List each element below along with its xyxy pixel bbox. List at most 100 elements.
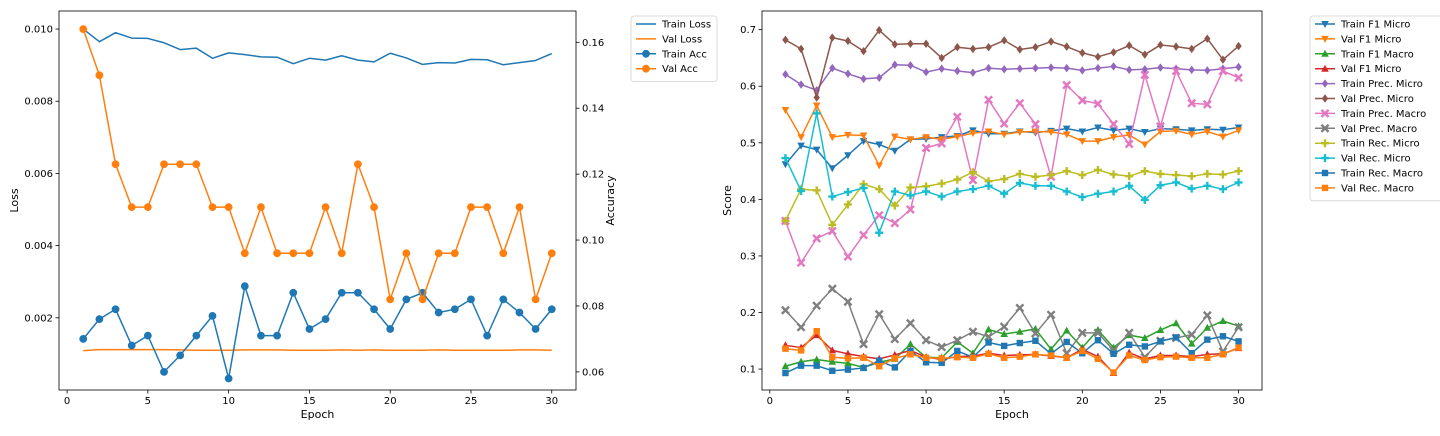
data-point-train-prec-macro-23: [1124, 139, 1134, 149]
data-point-train-f1-macro-27: [1187, 339, 1196, 347]
legend-item-train-rec-macro: Train Rec. Macro: [1315, 169, 1423, 180]
right-chart: 0 5 10 15 20 25 30 Epoch 0.1 0.2 0.3 0.4 0.5 0.6 0.7 Sc…: [721, 10, 1440, 421]
data-point-val-f1-micro-3: [812, 331, 821, 339]
series-line-train-acc: [82, 285, 553, 380]
data-point-train-rec-macro-14: [985, 339, 992, 346]
legend-label: Train Prec. Micro: [1340, 79, 1423, 90]
series-train-prec-micro-4: [782, 60, 1242, 95]
data-point-val-rec-macro-13: [969, 354, 977, 361]
data-point-train-prec-macro-21: [1093, 99, 1103, 109]
data-point-train-rec-macro-28: [1204, 336, 1211, 343]
data-point-val-f1-micro-14: [984, 128, 993, 136]
y-tick-label: 0.008: [24, 97, 53, 108]
data-point-train-f1-micro-4: [828, 165, 837, 173]
data-point-val-f1-micro-30: [1234, 127, 1243, 135]
data-point-val-f1-micro-21: [1094, 138, 1102, 146]
series-line-val-rec-macro: [785, 330, 1239, 374]
data-point-val-f1-micro-12: [953, 133, 962, 141]
legend-item-train-loss: Train Loss: [636, 20, 711, 31]
data-point-val-rec-micro-16: [1015, 178, 1024, 187]
data-point-train-f1-macro-5: [844, 359, 852, 367]
data-point-train-prec-macro-25: [1155, 121, 1165, 131]
data-point-train-rec-macro-16: [1016, 339, 1024, 347]
data-point-val-acc-9: [208, 203, 217, 211]
data-point-train-prec-macro-30: [1234, 73, 1244, 83]
series-train-loss-0: [82, 28, 553, 66]
data-point-val-prec-micro-8: [891, 40, 899, 49]
data-point-train-prec-micro-16: [1016, 64, 1024, 73]
data-point-train-f1-macro-26: [1172, 319, 1180, 327]
data-point-train-rec-micro-15: [1000, 175, 1009, 184]
data-point-train-prec-micro-10: [922, 67, 930, 77]
data-point-val-prec-micro-29: [1219, 55, 1227, 64]
data-point-train-f1-macro-29: [1219, 316, 1227, 324]
data-point-train-prec-macro-9: [905, 205, 915, 214]
data-point-val-rec-micro-19: [1062, 187, 1071, 196]
data-point-train-prec-macro-22: [1109, 119, 1119, 129]
data-point-val-rec-macro-22: [1110, 369, 1117, 376]
data-point-val-prec-micro-15: [1000, 36, 1008, 45]
data-point-train-acc-14: [289, 288, 298, 297]
data-point-train-rec-micro-3: [812, 186, 821, 195]
data-point-train-prec-macro-16: [1015, 98, 1025, 108]
data-point-val-rec-macro-11: [938, 355, 945, 362]
data-point-val-prec-macro-11: [937, 342, 947, 352]
data-point-val-prec-micro-12: [954, 43, 961, 52]
series-line-val-acc: [82, 28, 553, 301]
data-point-train-prec-micro-27: [1188, 65, 1195, 75]
data-point-val-rec-micro-20: [1078, 193, 1087, 202]
data-point-train-prec-macro-11: [937, 138, 947, 148]
data-point-train-rec-macro-15: [1000, 342, 1008, 350]
series-line-val-prec-macro: [784, 287, 1240, 358]
data-point-train-rec-micro-22: [1109, 170, 1118, 179]
data-point-val-prec-micro-1: [782, 35, 789, 45]
x-tick-label: 25: [465, 396, 478, 407]
series-line-val-f1-micro: [785, 334, 1239, 374]
legend-item-val-f1-micro: Val F1 Micro: [1315, 34, 1401, 45]
data-point-val-rec-macro-18: [1047, 352, 1055, 359]
data-point-val-acc-2: [95, 71, 104, 80]
data-point-train-f1-micro-24: [1141, 129, 1149, 137]
y2-tick-label: 0.08: [582, 301, 604, 312]
data-point-val-f1-micro-5: [844, 349, 852, 357]
data-point-val-rec-micro-3: [812, 109, 821, 118]
data-point-train-prec-macro-26: [1171, 66, 1181, 76]
data-point-val-acc-30: [547, 249, 556, 258]
data-point-val-rec-micro-13: [968, 185, 977, 194]
data-point-val-f1-micro-7: [875, 162, 883, 170]
y2-tick-label: 0.06: [582, 367, 604, 378]
data-point-val-rec-macro-5: [844, 355, 852, 362]
data-point-val-prec-micro-27: [1188, 44, 1195, 54]
data-point-val-prec-micro-21: [1094, 52, 1102, 62]
legend-marker: [1321, 154, 1329, 163]
data-point-train-f1-macro-18: [1047, 345, 1055, 353]
legend-marker: [1321, 184, 1329, 192]
data-point-train-rec-micro-23: [1125, 172, 1134, 181]
legend-marker: [1320, 123, 1330, 133]
data-point-val-prec-macro-16: [1015, 303, 1025, 313]
data-point-train-prec-micro-25: [1157, 63, 1164, 72]
legend-marker: [642, 64, 650, 73]
data-point-val-acc-17: [337, 249, 346, 258]
data-point-val-prec-micro-13: [969, 44, 977, 54]
data-point-train-rec-macro-22: [1110, 350, 1117, 357]
data-point-val-rec-macro-12: [954, 353, 961, 361]
data-point-val-rec-micro-15: [1000, 189, 1009, 198]
data-point-val-acc-4: [127, 203, 136, 211]
data-point-train-rec-micro-20: [1078, 171, 1087, 180]
data-point-train-f1-micro-19: [1062, 125, 1071, 133]
data-point-train-rec-macro-11: [938, 359, 945, 367]
data-point-val-f1-micro-10: [922, 134, 930, 142]
legend-item-val-rec-micro: Val Rec. Micro: [1315, 154, 1411, 165]
x-tick-label: 20: [384, 396, 397, 407]
data-point-val-acc-27: [499, 249, 508, 258]
data-point-val-f1-micro-24: [1141, 141, 1149, 149]
data-point-val-f1-micro-4: [828, 134, 837, 142]
legend-label: Val F1 Micro: [1341, 64, 1401, 75]
data-point-train-rec-micro-30: [1234, 167, 1243, 176]
data-point-val-acc-8: [192, 160, 201, 169]
data-point-val-prec-macro-4: [827, 284, 837, 294]
data-point-val-prec-macro-27: [1187, 330, 1197, 340]
data-point-train-rec-micro-25: [1156, 169, 1165, 178]
